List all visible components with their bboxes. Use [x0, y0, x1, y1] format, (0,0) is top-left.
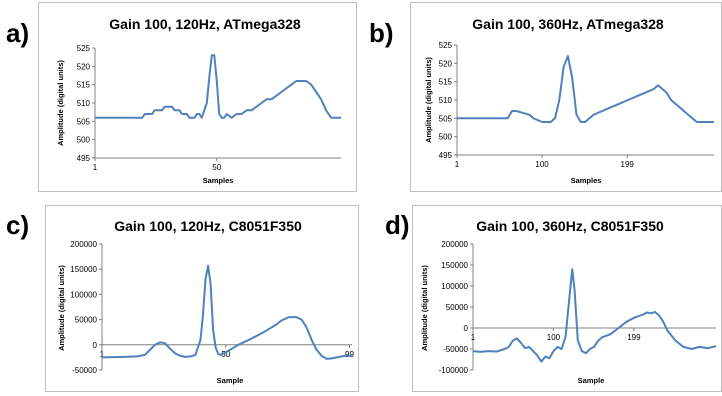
panel-letter-c: c)	[6, 210, 30, 240]
chart-a-y-tick-label: 515	[77, 81, 91, 90]
chart-a-x-tick-label: 1	[93, 163, 98, 172]
chart-b-x-tick-label: 1	[455, 160, 460, 169]
chart-c-xlabel: Sample	[217, 376, 244, 385]
chart-b-y-tick-label: 505	[439, 114, 453, 123]
chart-b-y-tick-label: 525	[439, 41, 453, 50]
panel-letter-d: d)	[385, 210, 410, 240]
chart-a-y-tick-label: 495	[77, 154, 91, 163]
chart-c-y-tick-label: 0	[93, 341, 98, 350]
chart-d-y-tick-label: -50000	[443, 345, 468, 354]
chart-c-x-tick-label: 50	[221, 350, 230, 359]
chart-d-series-line	[472, 268, 717, 363]
chart-c-x-tick-label: 99	[345, 350, 354, 359]
chart-a-title: Gain 100, 120Hz, ATmega328	[109, 16, 301, 32]
chart-d-x-tick-label: 199	[627, 333, 641, 342]
chart-b-x-tick-label: 100	[535, 160, 549, 169]
chart-d-y-tick-label: 150000	[441, 261, 468, 270]
chart-a-x-tick-label: 50	[212, 163, 221, 172]
chart-a-y-tick-label: 525	[77, 44, 91, 53]
chart-d-y-tick-label: 200000	[441, 240, 468, 249]
chart-a-svg: Gain 100, 120Hz, ATmega328 Samples Ampli…	[56, 16, 341, 185]
chart-panel-c: Gain 100, 120Hz, C8051F350 Sample Amplit…	[45, 205, 359, 392]
chart-b-y-tick-label: 495	[439, 151, 453, 160]
panel-letter-b: b)	[369, 18, 394, 48]
chart-a-y-tick-label: 505	[77, 117, 91, 126]
chart-panel-d: Gain 100, 360Hz, C8051F350 Sample Amplit…	[412, 205, 722, 392]
chart-c-y-tick-label: 100000	[70, 290, 97, 299]
chart-c-y-tick-label: 150000	[70, 265, 97, 274]
chart-a-y-tick-label: 500	[77, 136, 91, 145]
chart-a-series-line	[95, 54, 341, 119]
chart-c-series-line	[101, 264, 353, 360]
chart-b-y-tick-label: 500	[439, 133, 453, 142]
chart-a-xlabel: Samples	[203, 176, 234, 185]
chart-d-svg: Gain 100, 360Hz, C8051F350 Sample Amplit…	[420, 218, 717, 385]
chart-d-y-tick-label: 0	[464, 324, 469, 333]
chart-c-ylabel: Amplitude (digital units)	[57, 265, 66, 351]
chart-b-series-line	[457, 55, 714, 123]
chart-d-x-tick-label: 100	[547, 333, 561, 342]
chart-b-y-tick-label: 520	[439, 59, 453, 68]
chart-b-title: Gain 100, 360Hz, ATmega328	[472, 16, 664, 32]
chart-b-xlabel: Samples	[571, 176, 602, 185]
chart-d-xlabel: Sample	[578, 376, 605, 385]
chart-b-svg: Gain 100, 360Hz, ATmega328 Samples Ampli…	[424, 16, 714, 185]
chart-panel-a: Gain 100, 120Hz, ATmega328 Samples Ampli…	[38, 2, 357, 192]
panel-letter-a: a)	[6, 18, 30, 48]
chart-c-y-tick-label: 200000	[70, 240, 97, 249]
chart-d-x-tick-label: 1	[471, 333, 476, 342]
chart-d-y-tick-label: 50000	[446, 303, 469, 312]
chart-b-y-tick-label: 510	[439, 96, 453, 105]
chart-c-x-tick-label: 1	[100, 350, 105, 359]
chart-panel-b: Gain 100, 360Hz, ATmega328 Samples Ampli…	[410, 2, 722, 192]
chart-c-y-tick-label: -50000	[72, 366, 97, 375]
chart-c-svg: Gain 100, 120Hz, C8051F350 Sample Amplit…	[57, 218, 354, 385]
chart-c-title: Gain 100, 120Hz, C8051F350	[114, 218, 302, 234]
chart-d-y-tick-label: -100000	[439, 366, 469, 375]
chart-b-ylabel: Amplitude (digital units)	[424, 57, 433, 143]
chart-b-y-tick-label: 515	[439, 78, 453, 87]
chart-a-y-tick-label: 520	[77, 62, 91, 71]
chart-c-y-tick-label: 50000	[75, 316, 98, 325]
chart-d-ylabel: Amplitude (digital units)	[420, 265, 429, 351]
chart-b-x-tick-label: 199	[621, 160, 635, 169]
chart-d-title: Gain 100, 360Hz, C8051F350	[476, 218, 664, 234]
chart-d-y-tick-label: 100000	[441, 282, 468, 291]
chart-a-ylabel: Amplitude (digital units)	[56, 60, 65, 146]
chart-a-y-tick-label: 510	[77, 99, 91, 108]
